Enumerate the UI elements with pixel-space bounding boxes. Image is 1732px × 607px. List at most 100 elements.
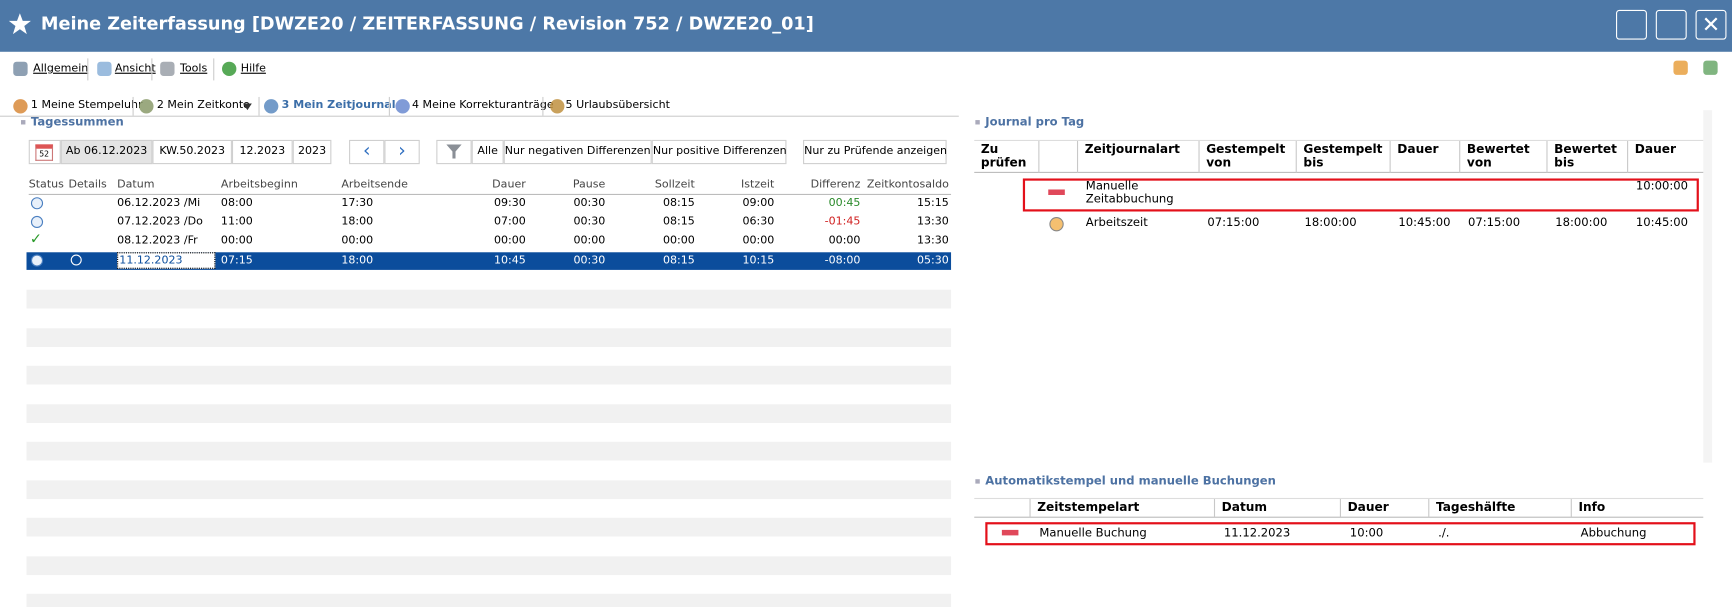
header-line <box>28 193 952 195</box>
tab-bar <box>0 95 959 117</box>
cell: 00:30 <box>573 254 606 267</box>
cell: 07.12.2023 /Do <box>117 215 203 229</box>
cell: Manuelle Zeitabbuchung <box>1085 179 1174 207</box>
stripe <box>26 593 952 607</box>
column-header: Dauer <box>1627 141 1703 173</box>
cell: 00:00 <box>828 234 861 247</box>
manual-icon <box>1048 189 1065 195</box>
bullet <box>20 120 26 125</box>
column-header: Arbeitsende <box>341 178 408 191</box>
stripe <box>26 365 952 385</box>
stripe <box>26 289 952 309</box>
stripe <box>26 403 952 423</box>
cell: 18:00:00 <box>1304 215 1357 230</box>
details-icon <box>70 254 82 266</box>
manual-icon <box>1001 529 1019 536</box>
tab-separator <box>388 96 390 116</box>
cell: 10:45:00 <box>1635 215 1689 230</box>
column-header: Datum <box>117 178 155 191</box>
cell: 00:00 <box>742 234 775 247</box>
period-button[interactable]: KW.50.2023 <box>152 139 232 165</box>
journal-header <box>974 139 1704 173</box>
tab[interactable]: 1 Meine Stempeluhr <box>30 99 143 112</box>
cell: 06:30 <box>742 215 775 229</box>
cell: 07:15 <box>220 254 253 267</box>
menu-item[interactable]: Ansicht <box>114 62 156 75</box>
filter-button[interactable]: Nur positive Differenzen <box>651 139 787 165</box>
icon <box>1703 60 1718 75</box>
stripe <box>26 441 952 461</box>
menu-item[interactable]: Hilfe <box>240 62 266 75</box>
cell: 08:15 <box>662 215 695 229</box>
cell: 00:00 <box>573 234 606 247</box>
cell: Manuelle Buchung <box>1039 526 1147 540</box>
prev-button[interactable]: ‹ <box>349 139 385 165</box>
cell: 18:00:00 <box>1555 215 1608 230</box>
column-header: Info <box>1570 499 1701 518</box>
column-header: Sollzeit <box>654 178 695 191</box>
tab[interactable]: 2 Mein Zeitkonto <box>156 99 250 112</box>
tab[interactable]: 5 Urlaubsübersicht <box>565 99 670 112</box>
highlight-box <box>1022 178 1699 212</box>
cell: 08:15 <box>662 197 695 210</box>
cell: 15:15 <box>916 197 949 210</box>
tab[interactable]: 3 Mein Zeitjournal <box>281 99 396 112</box>
cell: 17:30 <box>341 197 374 210</box>
close-button[interactable]: ✕ <box>1695 9 1727 40</box>
restore-button[interactable] <box>1616 9 1647 40</box>
filter-button[interactable]: Alle <box>471 139 504 165</box>
stripe <box>26 555 952 575</box>
period-button[interactable]: Ab 06.12.2023 <box>60 139 153 165</box>
cell: 11.12.2023 <box>1223 526 1291 540</box>
next-button[interactable]: › <box>384 139 420 165</box>
cell: ./. <box>1438 526 1450 540</box>
column-header: Datum <box>1213 499 1340 518</box>
cell: 00:00 <box>220 234 253 247</box>
bullet <box>975 120 980 125</box>
column-header: Details <box>68 178 107 191</box>
period-button[interactable]: 12.2023 <box>231 139 293 165</box>
cell: 18:00 <box>341 215 374 229</box>
icon <box>97 61 112 77</box>
menu-item[interactable]: Allgemein <box>33 62 89 75</box>
separator <box>87 58 89 81</box>
cell: 10:00:00 <box>1635 179 1689 193</box>
column-header: Gestempelt von <box>1198 141 1295 173</box>
cell: 10:45:00 <box>1398 215 1451 230</box>
icon <box>13 99 28 114</box>
cell: 18:00 <box>341 254 374 267</box>
cell: 00:00 <box>493 234 526 247</box>
filter-button[interactable]: Nur negativen Differenzen <box>503 139 652 165</box>
column-header: Arbeitsbeginn <box>220 178 298 191</box>
stripe <box>26 517 952 537</box>
column-header: Zu prüfen <box>980 142 1027 170</box>
cell: 07:00 <box>493 215 526 229</box>
column-header: Istzeit <box>740 178 775 191</box>
menu-item[interactable]: Tools <box>180 62 208 75</box>
maximize-button[interactable] <box>1655 9 1687 40</box>
cell: 11:00 <box>220 215 253 229</box>
icon <box>160 61 175 77</box>
cell: 13:30 <box>916 215 949 229</box>
cell: Arbeitszeit <box>1085 215 1148 230</box>
selected-row <box>26 252 952 270</box>
tab-separator <box>542 96 544 116</box>
cell: 10:45 <box>493 254 526 267</box>
cell: 09:00 <box>742 197 775 210</box>
tab[interactable]: 4 Meine Korrekturanträge <box>412 99 554 112</box>
column-header: Zeitjournalart <box>1076 141 1199 173</box>
cell: 07:15:00 <box>1207 215 1260 230</box>
menu-bar <box>0 52 1732 86</box>
cell: 00:30 <box>573 197 606 210</box>
check-button[interactable]: Nur zu Prüfende anzeigen <box>803 139 947 165</box>
cell: 07:15:00 <box>1468 215 1521 230</box>
icon <box>1673 60 1688 75</box>
window-title: Meine Zeiterfassung [DWZE20 / ZEITERFASS… <box>40 13 814 35</box>
tab-separator <box>258 96 260 116</box>
column-header: Differenz <box>810 178 861 191</box>
period-button[interactable]: 2023 <box>292 139 332 165</box>
section-title: Automatikstempel und manuelle Buchungen <box>985 474 1276 489</box>
section-title: Journal pro Tag <box>985 115 1085 129</box>
separator <box>213 58 215 81</box>
